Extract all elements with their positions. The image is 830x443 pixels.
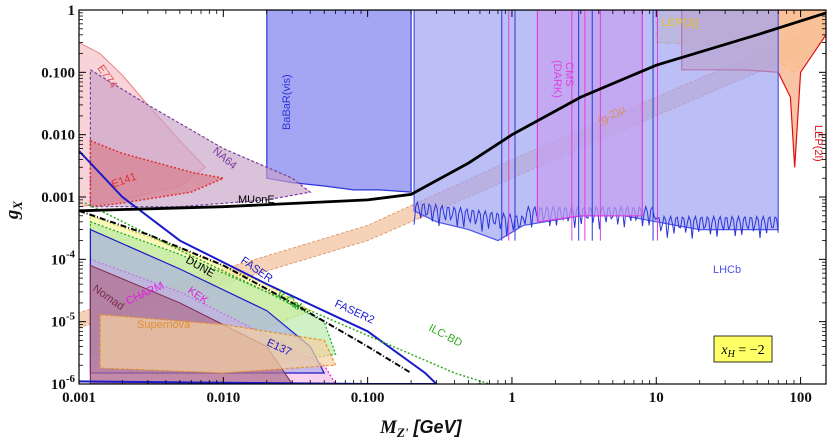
- babar-label: BaBaR(vis): [281, 74, 293, 130]
- x-tick-label: 100: [789, 390, 812, 406]
- y-tick-label: 10-6: [51, 373, 76, 393]
- x-tick-label: 10: [649, 390, 664, 406]
- axes: [78, 9, 827, 385]
- y-tick-label: 0.100: [41, 65, 75, 81]
- xh-inset: xH = −2: [713, 335, 773, 363]
- e141-region: [89, 139, 226, 208]
- ilc-bd-curve: [84, 202, 490, 384]
- lep-2l-label: LEP(2l): [812, 125, 824, 162]
- supernova-region: [99, 313, 337, 374]
- muone-label: MUonE: [238, 194, 275, 206]
- x-tick-label: 1: [508, 390, 516, 406]
- lep-2j-label: LEP(2j): [662, 17, 699, 29]
- dune-curve: [79, 209, 412, 374]
- x-tick-label: 0.010: [206, 390, 240, 406]
- xh-inset-box: [713, 335, 773, 363]
- x-tick-label: 0.001: [62, 390, 96, 406]
- faser2-curve: [79, 150, 438, 384]
- x-axis-label: MZ' [GeV]: [379, 417, 462, 440]
- cms-dark-label: (DARK): [551, 60, 563, 98]
- cms-label: CMS: [563, 62, 575, 86]
- xh-inset-label: xH = −2: [720, 343, 764, 360]
- supernova-label: Supernova: [137, 319, 191, 331]
- y-tick-label: 10-4: [51, 248, 76, 268]
- y-tick-label: 10-5: [51, 311, 76, 331]
- y-tick-label: 0.001: [41, 190, 75, 206]
- x-tick-label: 0.100: [351, 390, 385, 406]
- muone-curve: [79, 11, 826, 213]
- y-axis-label: gX: [2, 201, 25, 221]
- y-tick-label: 0.010: [41, 128, 75, 144]
- cms-dark-region: [536, 10, 643, 223]
- tick-labels: 0.001 0.010 0.100 1 10 100 10-6 10-5 10-4 0.001 0.…: [41, 3, 812, 406]
- exclusion-regions: [79, 10, 826, 384]
- y-tick-label: 1: [68, 3, 76, 19]
- babar-region: [266, 10, 412, 193]
- lhcb-label: LHCb: [713, 264, 741, 276]
